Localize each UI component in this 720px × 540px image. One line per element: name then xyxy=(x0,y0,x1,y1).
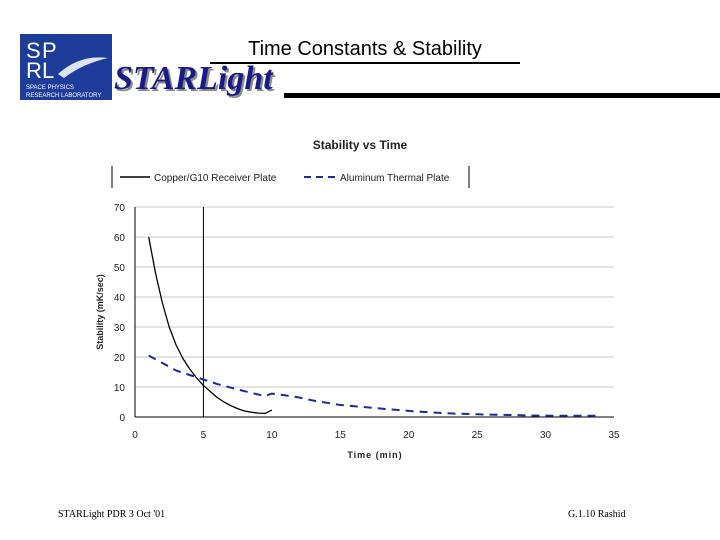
x-tick-label: 20 xyxy=(403,430,415,441)
logo-letter-s: S xyxy=(26,38,41,63)
y-axis-label: Stability (mK/sec) xyxy=(95,274,105,350)
y-tick-label: 30 xyxy=(114,323,126,334)
logo-letter-r: R xyxy=(26,58,42,83)
x-tick-label: 5 xyxy=(201,430,207,441)
series-line-copper xyxy=(148,236,273,415)
logo-letter-l: L xyxy=(42,58,54,83)
y-tick-label: 60 xyxy=(114,233,126,244)
chart-legend: Copper/G10 Receiver Plate Aluminum Therm… xyxy=(111,166,470,188)
title-underline xyxy=(210,62,520,64)
plot-area: 0 10 20 30 40 50 60 70 0 5 10 15 20 25 30 35 xyxy=(114,203,620,441)
logo-swoosh-icon xyxy=(58,57,108,78)
x-tick-label: 15 xyxy=(335,430,347,441)
slide-title: Time Constants & Stability xyxy=(248,38,482,60)
footer-right: G.1.10 Rashid xyxy=(568,509,626,520)
logo-letter-p: P xyxy=(42,38,57,63)
x-tick-label: 25 xyxy=(472,430,484,441)
footer-left: STARLight PDR 3 Oct '01 xyxy=(58,509,166,520)
chart-title: Stability vs Time xyxy=(312,138,408,152)
x-tick-label: 35 xyxy=(608,430,620,441)
x-tick-label: 10 xyxy=(266,430,278,441)
x-tick-label: 0 xyxy=(132,430,138,441)
brand-rule xyxy=(284,93,720,98)
y-tick-label: 0 xyxy=(119,413,125,424)
y-tick-label: 10 xyxy=(114,383,126,394)
y-tick-label: 70 xyxy=(114,203,126,214)
x-tick-label: 30 xyxy=(540,430,552,441)
brand-wordmark: STARLight xyxy=(114,60,273,97)
logo-caption-1: SPACE PHYSICS xyxy=(26,85,74,91)
sprl-logo-graphic: S P R L SPACE PHYSICS RESEARCH LABORATOR… xyxy=(20,34,112,100)
legend-label-aluminum: Aluminum Thermal Plate xyxy=(340,173,450,184)
y-tick-label: 50 xyxy=(114,263,126,274)
logo-caption-2: RESEARCH LABORATORY xyxy=(26,93,101,99)
legend-label-copper: Copper/G10 Receiver Plate xyxy=(154,173,277,184)
y-tick-label: 20 xyxy=(114,353,126,364)
y-tick-label: 40 xyxy=(114,293,126,304)
series-line-aluminum xyxy=(148,354,601,417)
x-axis-label: Time (min) xyxy=(347,450,402,460)
sprl-logo: S P R L SPACE PHYSICS RESEARCH LABORATOR… xyxy=(20,34,112,100)
